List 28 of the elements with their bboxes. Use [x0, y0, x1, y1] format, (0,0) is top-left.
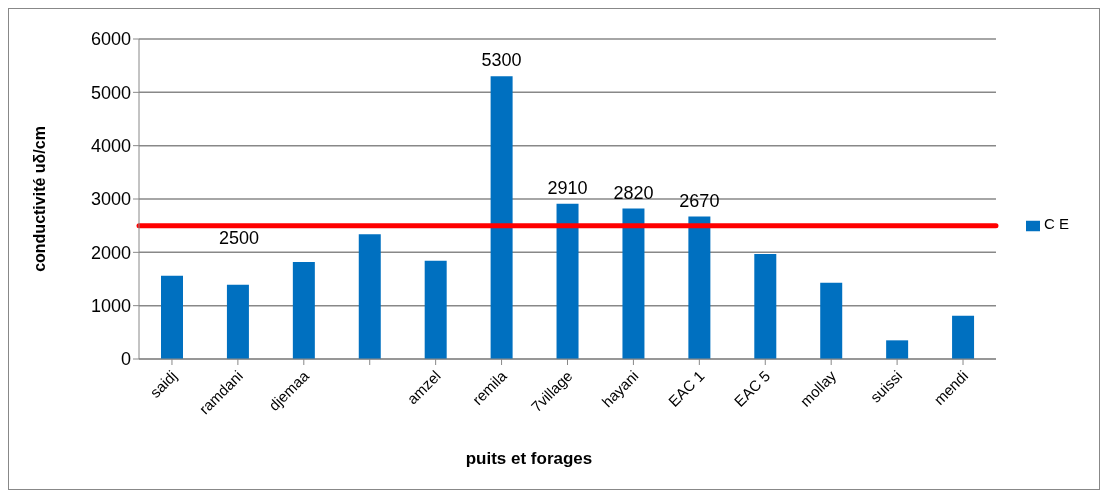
- ref-line-label: 2500: [218, 227, 260, 248]
- bar: [556, 203, 579, 359]
- y-tick-label: 4000: [90, 136, 131, 157]
- data-label: 2820: [613, 182, 654, 203]
- bar: [952, 315, 975, 359]
- legend-label: C E: [1043, 215, 1069, 233]
- y-tick-label: 1000: [90, 296, 131, 317]
- bar: [622, 208, 645, 359]
- data-label: 5300: [481, 50, 522, 71]
- bar: [292, 261, 315, 359]
- y-tick-label: 0: [120, 349, 131, 370]
- y-tick-label: 6000: [90, 29, 131, 50]
- y-tick-label: 3000: [90, 189, 131, 210]
- data-label: 2670: [679, 190, 720, 211]
- x-axis-title: puits et forages: [464, 449, 594, 469]
- y-tick-label: 2000: [90, 242, 131, 263]
- bar: [754, 253, 777, 359]
- bar: [490, 76, 513, 359]
- bar: [161, 275, 183, 359]
- bar: [886, 340, 909, 359]
- bar: [820, 282, 843, 359]
- bar: [688, 216, 711, 359]
- bar: [424, 260, 447, 359]
- data-label: 2910: [547, 177, 588, 198]
- y-axis-title: conductivité uδ/cm: [30, 126, 48, 272]
- bar: [226, 284, 249, 359]
- bar: [358, 234, 381, 359]
- y-tick-label: 5000: [90, 82, 131, 103]
